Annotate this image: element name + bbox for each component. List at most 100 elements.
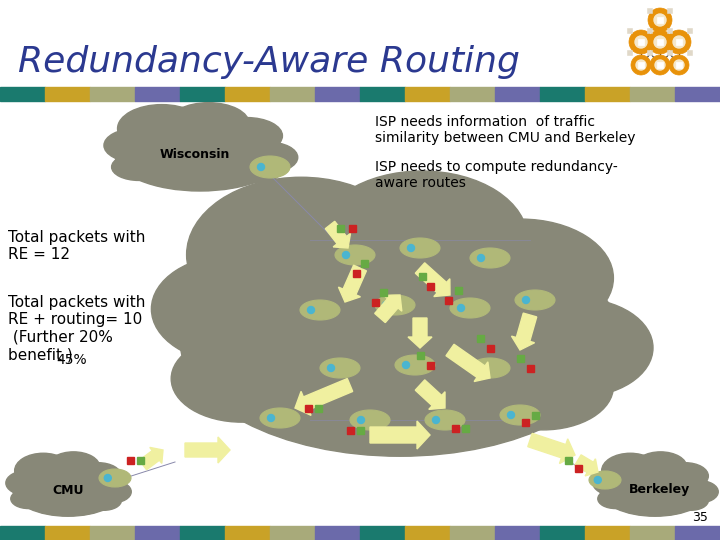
Bar [135,526,180,540]
Ellipse shape [470,358,510,378]
Ellipse shape [47,452,100,483]
Bar [0,526,45,540]
Ellipse shape [6,471,48,495]
Bar [305,404,312,411]
Bar [495,87,540,101]
Bar [270,526,315,540]
Circle shape [268,415,274,422]
Ellipse shape [316,171,528,307]
Polygon shape [528,434,575,463]
Bar [418,273,426,280]
Circle shape [648,30,672,54]
Ellipse shape [680,481,719,503]
Ellipse shape [112,153,166,180]
Circle shape [523,296,529,303]
Ellipse shape [104,129,168,162]
Bar [45,526,90,540]
Circle shape [654,14,666,26]
Circle shape [402,361,410,368]
Ellipse shape [378,362,532,449]
Bar [315,87,360,101]
Bar [127,456,133,463]
Ellipse shape [515,290,555,310]
Circle shape [669,55,689,75]
Bar [361,260,367,267]
Bar [426,361,433,368]
Circle shape [654,36,666,48]
Bar [444,296,451,303]
Bar [225,87,270,101]
Circle shape [457,305,464,312]
Circle shape [667,30,691,54]
Polygon shape [338,265,366,302]
Bar [451,424,459,431]
Bar [477,334,484,341]
Bar [336,225,343,232]
Polygon shape [185,437,230,463]
Ellipse shape [375,295,415,315]
Polygon shape [511,313,536,350]
Bar [90,526,135,540]
Ellipse shape [99,469,131,487]
Polygon shape [325,221,351,248]
Circle shape [328,364,335,372]
Text: ISP needs information  of traffic
similarity between CMU and Berkeley: ISP needs information of traffic similar… [375,115,636,145]
Bar [564,456,572,463]
Circle shape [655,60,665,70]
Circle shape [673,36,685,48]
Bar [521,418,528,426]
Circle shape [636,60,646,70]
Ellipse shape [300,300,340,320]
Polygon shape [370,421,430,449]
Ellipse shape [40,458,86,487]
Circle shape [629,30,653,54]
Bar [657,17,663,23]
Bar [372,299,379,306]
Circle shape [477,254,485,261]
Bar [627,28,632,33]
Text: Wisconsin: Wisconsin [160,148,230,161]
Ellipse shape [600,464,710,516]
Circle shape [631,55,651,75]
Ellipse shape [14,453,72,488]
Circle shape [358,416,364,423]
Circle shape [307,307,315,314]
Polygon shape [295,379,353,415]
Polygon shape [46,334,98,386]
Bar [454,287,462,294]
Ellipse shape [13,464,123,516]
Circle shape [343,252,349,259]
Bar [137,456,143,463]
Text: Redundancy-Aware Routing: Redundancy-Aware Routing [18,45,520,79]
Ellipse shape [63,495,101,515]
Bar [676,62,682,68]
Ellipse shape [145,161,204,187]
Ellipse shape [117,105,206,153]
Bar [667,28,672,33]
Circle shape [258,164,264,171]
Bar [360,526,405,540]
Ellipse shape [257,359,411,445]
Ellipse shape [649,495,688,515]
Ellipse shape [11,489,46,509]
Bar [667,50,672,55]
Bar [379,288,387,295]
Circle shape [635,36,647,48]
Bar [405,526,450,540]
Bar [630,87,675,101]
Bar [462,424,469,431]
Circle shape [650,55,670,75]
Bar [531,411,539,418]
Ellipse shape [93,481,131,503]
Ellipse shape [211,118,282,154]
Bar [585,87,630,101]
Polygon shape [140,448,163,470]
Circle shape [382,301,390,308]
Bar [516,354,523,361]
Ellipse shape [395,355,435,375]
Bar [687,50,692,55]
Circle shape [408,245,415,252]
Polygon shape [415,263,450,296]
Ellipse shape [171,335,312,422]
Ellipse shape [425,410,465,430]
